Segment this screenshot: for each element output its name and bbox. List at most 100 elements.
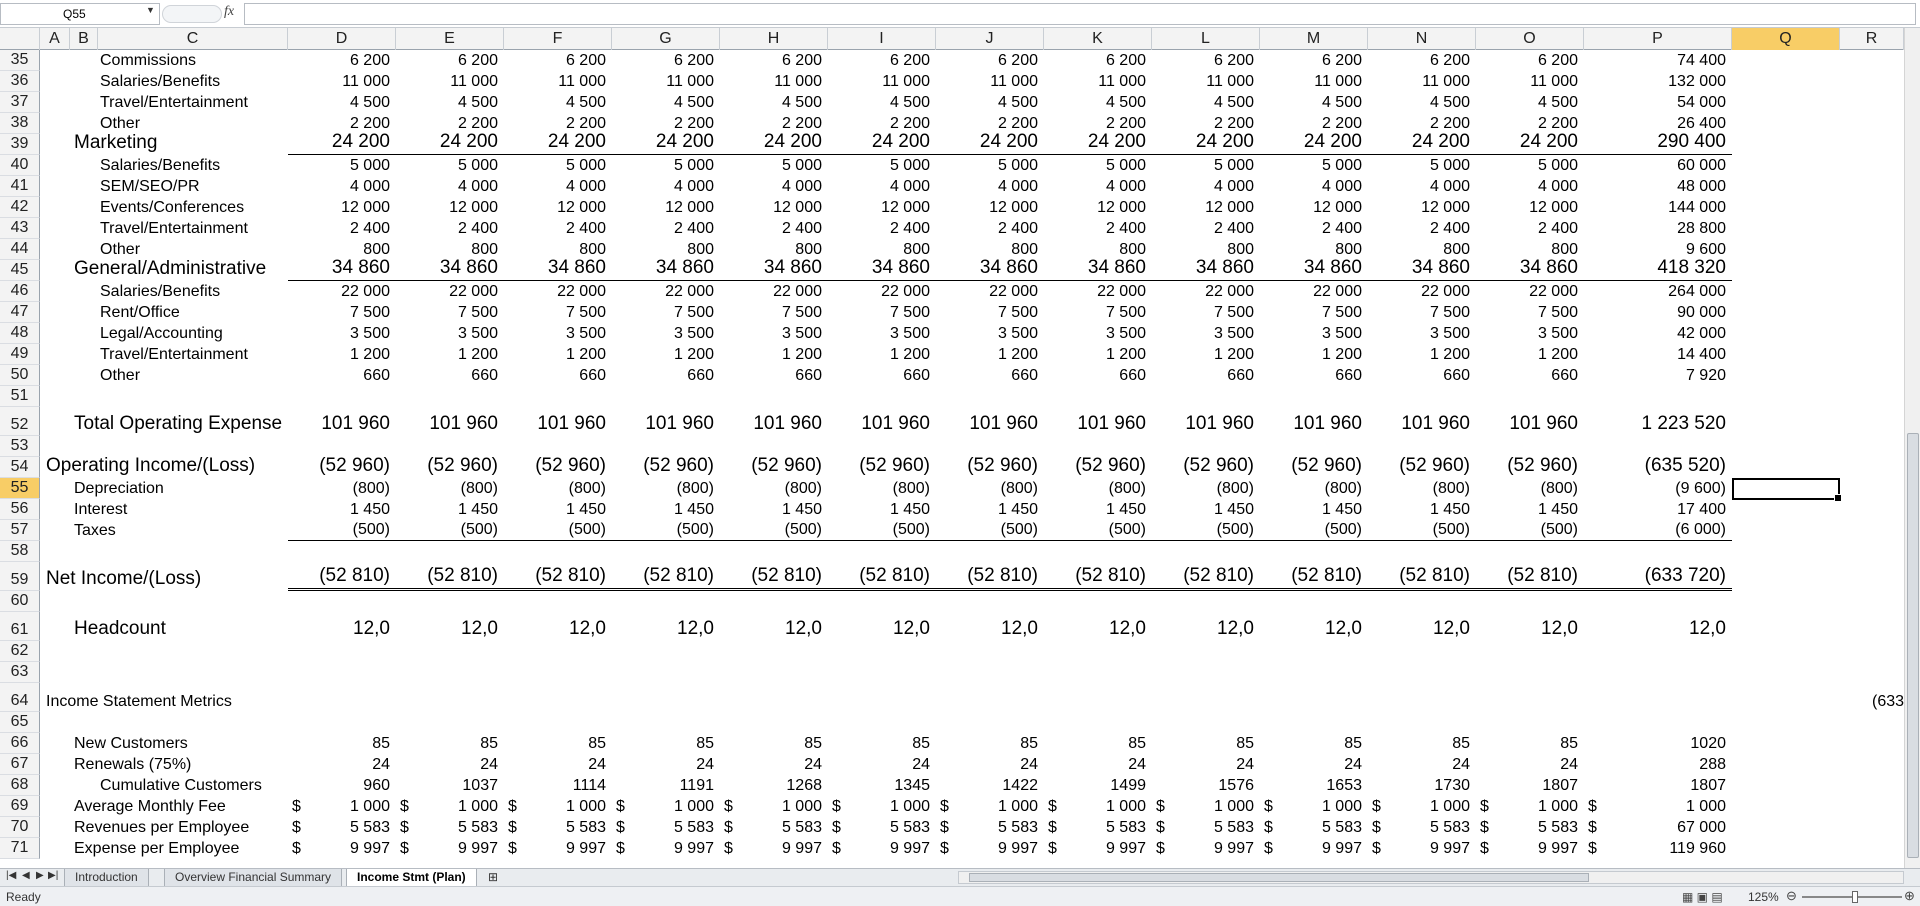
value-cell[interactable]: 1 200: [1105, 346, 1146, 363]
value-cell[interactable]: 4 500: [565, 94, 606, 111]
value-cell[interactable]: 7 500: [1105, 304, 1146, 321]
value-cell[interactable]: 24 200: [1476, 131, 1584, 155]
value-cell[interactable]: 1 000: [1537, 798, 1578, 815]
row-header[interactable]: 43: [0, 218, 40, 239]
value-cell[interactable]: 2 400: [1321, 220, 1362, 237]
select-all-corner[interactable]: [0, 28, 40, 50]
value-cell[interactable]: 22 000: [1097, 283, 1146, 300]
value-cell[interactable]: 1422: [1002, 777, 1038, 794]
value-cell[interactable]: 12 000: [881, 199, 930, 216]
value-cell[interactable]: 12,0: [569, 618, 606, 639]
row-label[interactable]: Net Income/(Loss): [46, 568, 202, 589]
value-cell[interactable]: 1 200: [673, 346, 714, 363]
value-cell[interactable]: (52 810): [612, 562, 720, 591]
value-cell[interactable]: 9 997: [349, 840, 390, 857]
sheet-tab[interactable]: Introduction: [64, 869, 149, 886]
value-cell[interactable]: 1 000: [565, 798, 606, 815]
value-cell[interactable]: 5 000: [1105, 157, 1146, 174]
value-cell[interactable]: (800): [892, 480, 930, 497]
total-cell[interactable]: 7 920: [1685, 367, 1726, 384]
value-cell[interactable]: 2 200: [1105, 115, 1146, 132]
row-header[interactable]: 46: [0, 281, 40, 302]
value-cell[interactable]: 34 860: [1152, 257, 1260, 281]
value-cell[interactable]: 6 200: [1321, 52, 1362, 69]
row-header[interactable]: 36: [0, 71, 40, 92]
value-cell[interactable]: 4 000: [1105, 178, 1146, 195]
value-cell[interactable]: 7 500: [1213, 304, 1254, 321]
value-cell[interactable]: 4 000: [1213, 178, 1254, 195]
value-cell[interactable]: 1 000: [889, 798, 930, 815]
value-cell[interactable]: 11 000: [450, 73, 498, 90]
value-cell[interactable]: 24: [1560, 756, 1578, 773]
value-cell[interactable]: 11 000: [1422, 73, 1470, 90]
value-cell[interactable]: 4 000: [1321, 178, 1362, 195]
horizontal-scroll-thumb[interactable]: [969, 873, 1589, 882]
value-cell[interactable]: 9 997: [1213, 840, 1254, 857]
value-cell[interactable]: 34 860: [396, 257, 504, 281]
value-cell[interactable]: 24 200: [720, 131, 828, 155]
value-cell[interactable]: 660: [795, 367, 822, 384]
value-cell[interactable]: 1 000: [349, 798, 390, 815]
value-cell[interactable]: (800): [460, 480, 498, 497]
row-label[interactable]: Taxes: [74, 522, 116, 539]
value-cell[interactable]: 5 583: [1429, 819, 1470, 836]
value-cell[interactable]: 2 400: [565, 220, 606, 237]
value-cell[interactable]: 12 000: [665, 199, 714, 216]
value-cell[interactable]: 5 583: [673, 819, 714, 836]
value-cell[interactable]: (52 960): [535, 455, 606, 476]
value-cell[interactable]: 24: [1344, 756, 1362, 773]
zoom-out-icon[interactable]: ⊖: [1786, 888, 1797, 903]
value-cell[interactable]: 3 500: [781, 325, 822, 342]
value-cell[interactable]: 1 000: [673, 798, 714, 815]
value-cell[interactable]: 9 997: [457, 840, 498, 857]
value-cell[interactable]: 11 000: [342, 73, 390, 90]
value-cell[interactable]: 2 200: [1429, 115, 1470, 132]
value-cell[interactable]: 660: [1551, 367, 1578, 384]
value-cell[interactable]: 24 200: [1368, 131, 1476, 155]
column-header-a[interactable]: A: [40, 28, 70, 50]
value-cell[interactable]: (500): [288, 520, 396, 541]
row-label[interactable]: Other: [100, 115, 141, 132]
value-cell[interactable]: 1 000: [1105, 798, 1146, 815]
row-label[interactable]: Total Operating Expense: [74, 413, 283, 434]
value-cell[interactable]: 4 000: [781, 178, 822, 195]
value-cell[interactable]: 5 583: [1213, 819, 1254, 836]
value-cell[interactable]: 12 000: [773, 199, 822, 216]
total-cell[interactable]: 17 400: [1677, 501, 1726, 518]
value-cell[interactable]: 11 000: [1314, 73, 1362, 90]
value-cell[interactable]: (52 960): [643, 455, 714, 476]
value-cell[interactable]: 2 200: [673, 115, 714, 132]
value-cell[interactable]: 11 000: [1098, 73, 1146, 90]
value-cell[interactable]: 101 960: [969, 413, 1038, 434]
value-cell[interactable]: 24 200: [1044, 131, 1152, 155]
value-cell[interactable]: 800: [579, 241, 606, 258]
value-cell[interactable]: 3 500: [1537, 325, 1578, 342]
value-cell[interactable]: 7 500: [349, 304, 390, 321]
value-cell[interactable]: 1499: [1110, 777, 1146, 794]
row-header[interactable]: 68: [0, 775, 40, 796]
value-cell[interactable]: (52 960): [427, 455, 498, 476]
value-cell[interactable]: 34 860: [288, 257, 396, 281]
value-cell[interactable]: 34 860: [1044, 257, 1152, 281]
value-cell[interactable]: 7 500: [673, 304, 714, 321]
value-cell[interactable]: 2 200: [781, 115, 822, 132]
value-cell[interactable]: 5 000: [1537, 157, 1578, 174]
value-cell[interactable]: 1 200: [565, 346, 606, 363]
vertical-scrollbar[interactable]: [1904, 28, 1920, 868]
value-cell[interactable]: 101 960: [1293, 413, 1362, 434]
formula-bar-handle[interactable]: [162, 5, 222, 23]
row-header[interactable]: 44: [0, 239, 40, 260]
total-cell[interactable]: 1807: [1690, 777, 1726, 794]
value-cell[interactable]: 9 997: [781, 840, 822, 857]
value-cell[interactable]: 5 000: [1429, 157, 1470, 174]
row-header[interactable]: 39: [0, 134, 40, 155]
row-label[interactable]: Marketing: [74, 134, 158, 153]
value-cell[interactable]: 12 000: [1313, 199, 1362, 216]
row-header[interactable]: 52: [0, 407, 40, 436]
value-cell[interactable]: 2 400: [457, 220, 498, 237]
value-cell[interactable]: 1 450: [1321, 501, 1362, 518]
total-cell[interactable]: 12,0: [1689, 618, 1726, 639]
value-cell[interactable]: (800): [1216, 480, 1254, 497]
value-cell[interactable]: 34 860: [936, 257, 1044, 281]
value-cell[interactable]: 2 400: [673, 220, 714, 237]
